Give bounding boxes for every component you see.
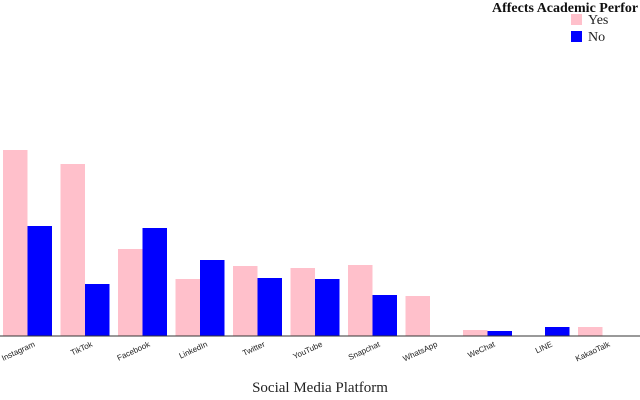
- bar: [233, 266, 258, 336]
- x-tick-label: Twitter: [241, 340, 266, 358]
- bar: [315, 279, 340, 336]
- x-tick-label: WhatsApp: [402, 339, 440, 363]
- x-tick-label: YouTube: [292, 339, 325, 361]
- bar: [257, 278, 282, 336]
- bar: [85, 284, 110, 336]
- x-tick-label: TikTok: [69, 339, 94, 357]
- x-tick-label: Instagram: [0, 340, 36, 363]
- bar: [348, 265, 373, 336]
- x-tick-label: LINE: [534, 340, 554, 356]
- bar: [487, 331, 512, 336]
- bar: [200, 260, 225, 336]
- x-axis-title: Social Media Platform: [252, 380, 388, 396]
- x-tick-label: KakaoTalk: [574, 339, 612, 363]
- bar: [3, 150, 28, 336]
- legend-swatch: [571, 31, 582, 42]
- bar: [27, 226, 52, 336]
- x-tick-label: WeChat: [466, 339, 497, 360]
- x-tick-label: Snapchat: [347, 339, 382, 362]
- legend-title: Affects Academic Perfor: [492, 1, 638, 16]
- bar: [142, 228, 167, 336]
- bar: [175, 279, 200, 336]
- legend-label: No: [588, 30, 605, 45]
- bar: [463, 330, 488, 336]
- bar: [372, 295, 397, 336]
- legend-swatch: [571, 14, 582, 25]
- bar: [60, 164, 85, 336]
- legend-label: Yes: [588, 13, 608, 28]
- bar: [578, 327, 603, 336]
- bar: [118, 249, 143, 336]
- x-tick-label: Facebook: [116, 339, 153, 362]
- bar: [405, 296, 430, 336]
- x-tick-label: LinkedIn: [178, 340, 209, 361]
- bar: [290, 268, 315, 336]
- bar: [545, 327, 570, 336]
